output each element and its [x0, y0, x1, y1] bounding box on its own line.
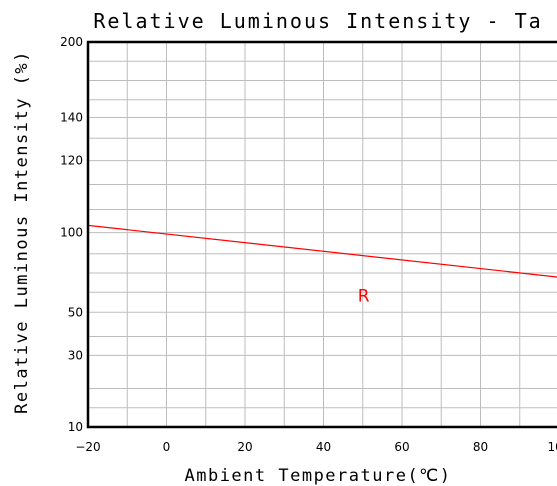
x-tick-label: 0: [163, 440, 171, 454]
series-line: [87, 224, 557, 278]
series-layer: [87, 224, 557, 278]
x-tick-label: 80: [473, 440, 488, 454]
grid: [88, 42, 557, 427]
y-tick-label: 200: [60, 35, 83, 49]
y-tick-label: 50: [68, 305, 83, 319]
series-label: R: [358, 287, 370, 307]
x-tick-labels: −20 0 20 40 60 80 100: [75, 440, 557, 454]
y-tick-label: 30: [68, 348, 83, 362]
x-tick-label: −20: [75, 440, 100, 454]
annotation-layer: R: [358, 287, 370, 307]
x-tick-label: 60: [394, 440, 409, 454]
y-tick-label: 100: [60, 226, 83, 240]
y-tick-label: 140: [60, 110, 83, 124]
y-tick-label: 10: [68, 420, 83, 434]
x-axis-label: Ambient Temperature(℃): [184, 466, 451, 486]
x-tick-label: 40: [316, 440, 331, 454]
y-tick-labels: 10 30 50 100 120 140 200: [60, 35, 83, 434]
x-tick-label: 20: [237, 440, 252, 454]
y-axis-label: Relative Luminous Intensity (%): [12, 50, 32, 414]
plot-frame: [86, 40, 557, 429]
x-tick-label: 100: [548, 440, 557, 454]
y-tick-label: 120: [60, 154, 83, 168]
chart-title: Relative Luminous Intensity - Ta: [93, 9, 542, 33]
